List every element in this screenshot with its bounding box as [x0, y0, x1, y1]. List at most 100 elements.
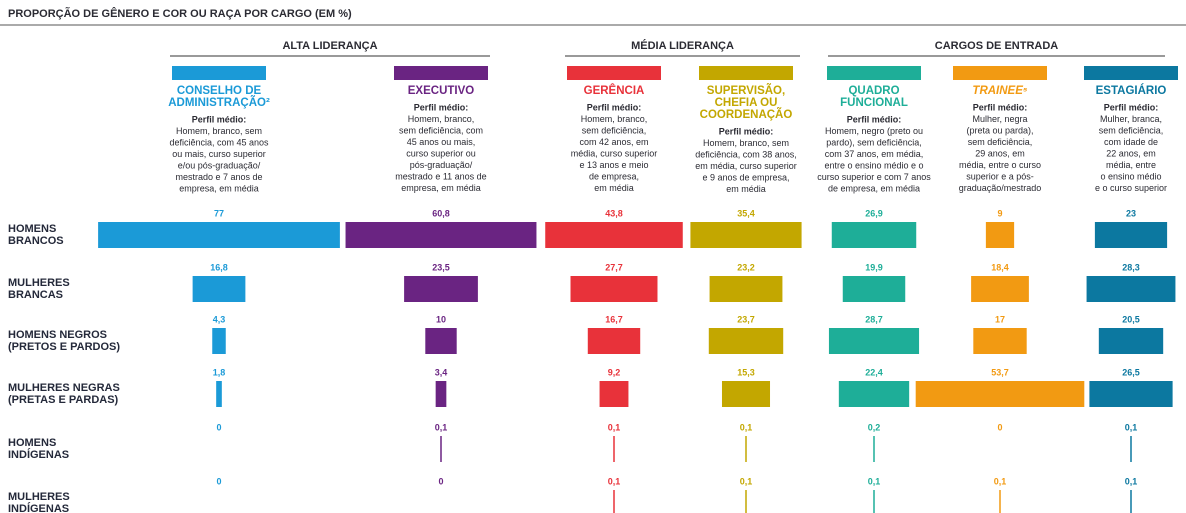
profile-line: Homem, negro (preto ou — [825, 126, 923, 136]
value-label: 23,5 — [432, 262, 450, 272]
value-label: 28,7 — [865, 314, 883, 324]
value-label: 22,4 — [865, 367, 883, 377]
value-label: 26,5 — [1122, 367, 1140, 377]
row-label: INDÍGENAS — [8, 448, 69, 461]
value-label: 9 — [997, 208, 1002, 218]
profile-line: 22 anos, em — [1106, 148, 1156, 158]
row-label: BRANCOS — [8, 235, 64, 247]
column-title: CHEFIA OU — [715, 97, 778, 109]
column-title: EXECUTIVO — [408, 85, 475, 97]
value-label: 35,4 — [737, 208, 755, 218]
profile-heading: Perfil médio: — [192, 114, 247, 124]
column-title: QUADRO — [848, 85, 899, 97]
bar — [745, 490, 747, 513]
profile-line: Homem, branco, sem — [176, 126, 262, 136]
value-label: 17 — [995, 314, 1005, 324]
bar — [1089, 381, 1173, 407]
profile-line: curso superior e com 7 anos — [817, 172, 931, 182]
bar — [838, 381, 910, 407]
profile-heading: Perfil médio: — [973, 102, 1028, 112]
value-label: 0 — [216, 476, 221, 486]
value-label: 27,7 — [605, 262, 623, 272]
bar — [873, 490, 875, 513]
bar — [613, 436, 615, 462]
profile-line: Mulher, branca, — [1100, 114, 1162, 124]
bar — [425, 328, 457, 354]
profile-line: e 13 anos e meio — [579, 160, 648, 170]
bar — [599, 381, 629, 407]
group-label: MÉDIA LIDERANÇA — [631, 39, 734, 52]
bar — [831, 222, 917, 248]
bar — [985, 222, 1015, 248]
bar — [587, 328, 641, 354]
column-swatch — [567, 66, 661, 80]
value-label: 0 — [216, 422, 221, 432]
profile-line: com 42 anos, em — [579, 137, 648, 147]
bar — [1094, 222, 1168, 248]
profile-line: em média — [726, 184, 766, 194]
bar — [1130, 490, 1132, 513]
value-label: 0,2 — [868, 422, 881, 432]
bar — [708, 328, 784, 354]
profile-line: sem deficiência, — [582, 125, 647, 135]
chart-title: PROPORÇÃO DE GÊNERO E COR OU RAÇA POR CA… — [8, 7, 352, 20]
value-label: 77 — [214, 208, 224, 218]
profile-line: sem deficiência, — [968, 137, 1033, 147]
value-label: 0,1 — [435, 422, 448, 432]
profile-line: média, curso superior — [571, 148, 658, 158]
bar — [971, 276, 1029, 302]
row-label: BRANCAS — [8, 289, 63, 301]
row-label: MULHERES — [8, 491, 70, 503]
profile-line: Mulher, negra — [972, 114, 1027, 124]
column-title: COORDENAÇÃO — [700, 108, 793, 121]
profile-line: sem deficiência, — [1099, 125, 1164, 135]
value-label: 0,1 — [740, 476, 753, 486]
value-label: 28,3 — [1122, 262, 1140, 272]
value-label: 3,4 — [435, 367, 448, 377]
row-label: HOMENS NEGROS — [8, 329, 107, 341]
profile-line: entre o ensino médio e o — [824, 160, 923, 170]
column-title: TRAINEE⁵ — [972, 85, 1027, 97]
bar — [999, 490, 1001, 513]
profile-line: empresa, em média — [401, 183, 481, 193]
bar — [873, 436, 875, 462]
column-title: GERÊNCIA — [584, 84, 645, 97]
profile-line: 29 anos, em — [975, 148, 1025, 158]
profile-line: de empresa, em média — [828, 183, 920, 193]
value-label: 23,7 — [737, 314, 755, 324]
row-label: MULHERES — [8, 277, 70, 289]
column-swatch — [1084, 66, 1178, 80]
value-label: 23,2 — [737, 262, 755, 272]
column-swatch — [699, 66, 793, 80]
bar — [345, 222, 537, 248]
bar — [545, 222, 683, 248]
value-label: 0,1 — [868, 476, 881, 486]
bar — [828, 328, 920, 354]
profile-line: média, entre o curso — [959, 160, 1041, 170]
bar — [192, 276, 246, 302]
profile-line: Homem, branco, — [581, 114, 648, 124]
profile-line: deficiência, com 38 anos, — [695, 149, 797, 159]
profile-line: e o curso superior — [1095, 183, 1167, 193]
value-label: 9,2 — [608, 367, 621, 377]
bar — [1086, 276, 1176, 302]
column-title: CONSELHO DE — [177, 85, 262, 97]
bar — [690, 222, 802, 248]
bar — [721, 381, 771, 407]
profile-line: Homem, branco, — [408, 114, 475, 124]
row-label: (PRETAS E PARDAS) — [8, 394, 119, 406]
row-label: MULHERES NEGRAS — [8, 382, 120, 394]
profile-line: com 37 anos, em média, — [825, 149, 924, 159]
value-label: 53,7 — [991, 367, 1009, 377]
profile-line: e 9 anos de empresa, — [702, 172, 789, 182]
profile-heading: Perfil médio: — [587, 102, 642, 112]
bar — [212, 328, 226, 354]
bar — [915, 381, 1085, 407]
profile-line: e/ou pós-graduação/ — [178, 160, 261, 170]
bar — [404, 276, 478, 302]
row-label: HOMENS — [8, 437, 56, 449]
column-swatch — [827, 66, 921, 80]
column-swatch — [394, 66, 488, 80]
profile-line: com idade de — [1104, 137, 1158, 147]
